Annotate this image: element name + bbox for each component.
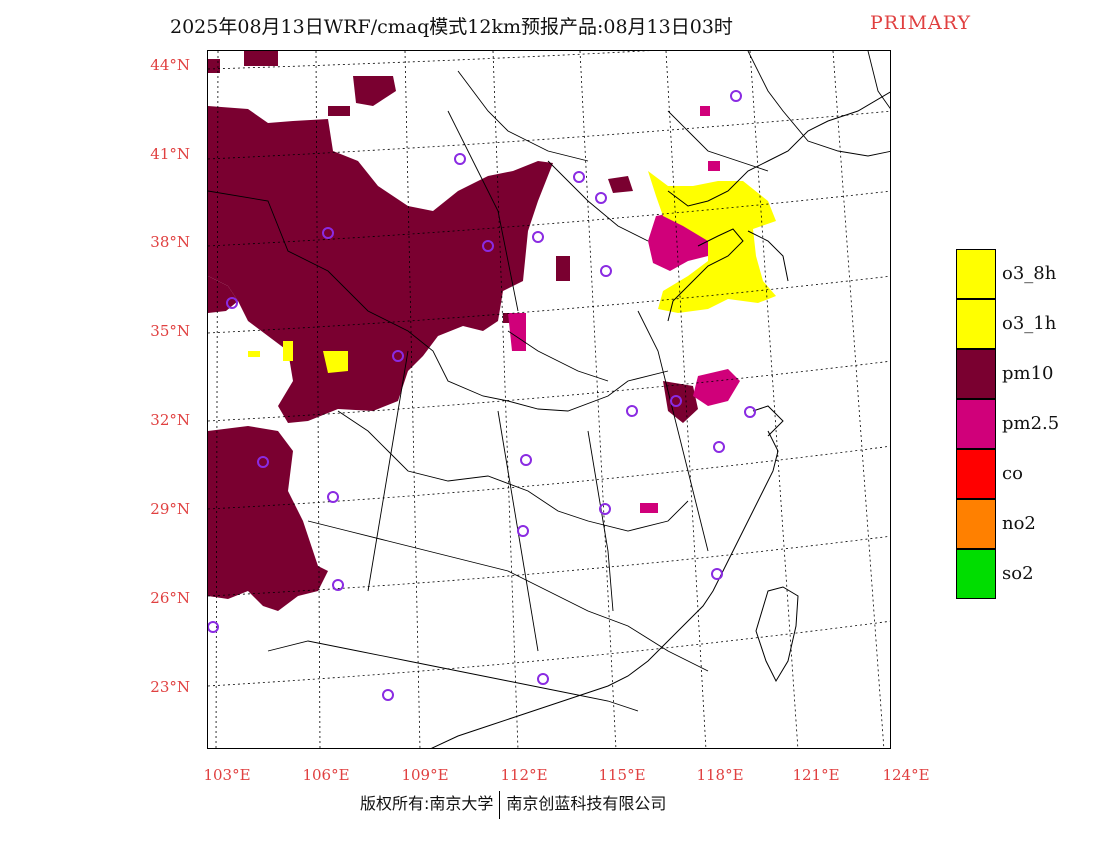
legend-label: pm10 [1002,363,1054,384]
o3-west-patch-2 [283,341,293,361]
province-boundaries [208,70,769,712]
station-marker [332,579,344,591]
legend-item-co: co [956,449,1100,499]
pm10-top-patch-2 [244,51,278,66]
o3-bohai-region [648,171,776,313]
northeast-border [747,51,890,157]
station-marker [730,90,742,102]
legend-swatch [956,449,996,499]
coastline [431,91,890,748]
legend-label: pm2.5 [1002,413,1060,434]
pm25-jiangsu [693,369,740,406]
pm25-north-patch [700,106,710,116]
pm10-east-patch-2 [608,176,633,193]
title-tag-primary: PRIMARY [870,12,972,34]
pm10-sichuan-basin [208,426,328,611]
pm10-top-patch-4 [328,106,350,116]
legend-item-no2: no2 [956,499,1100,549]
lon-label-112: 112°E [500,766,548,784]
lat-label-29: 29°N [150,500,190,518]
lon-label-115: 115°E [598,766,646,784]
pm10-small-1 [556,256,570,281]
legend-item-pm10: pm10 [956,349,1100,399]
pm10-top-patch-1 [208,59,220,73]
title-main: 2025年08月13日WRF/cmaq模式12km预报产品:08月13日03时 [170,16,733,38]
lon-label-109: 109°E [401,766,449,784]
station-marker [382,689,394,701]
lat-label-41: 41°N [150,145,190,163]
station-marker [532,231,544,243]
station-marker [599,503,611,515]
legend-item-so2: so2 [956,549,1100,599]
lon-label-124: 124°E [882,766,930,784]
pollutant-legend: o3_8h o3_1h pm10 pm2.5 co no2 so2 [956,249,1100,599]
legend-label: co [1002,463,1023,484]
station-marker [573,171,585,183]
station-marker [517,525,529,537]
pm25-north-patch-2 [708,161,720,171]
legend-swatch [956,349,996,399]
pm10-areas [208,51,698,611]
station-marker [537,673,549,685]
station-marker [226,297,238,309]
o3-west-patch-1 [323,351,348,373]
legend-swatch [956,299,996,349]
legend-swatch [956,549,996,599]
station-marker [711,568,723,580]
legend-swatch [956,399,996,449]
legend-label: no2 [1002,513,1036,534]
station-marker [670,395,682,407]
pm10-top-patch-3 [353,76,396,106]
station-marker [257,456,269,468]
station-marker [713,441,725,453]
pm10-north-region [208,106,553,423]
lat-label-35: 35°N [150,322,190,340]
pm25-south-patch [640,503,658,513]
o3-areas [248,171,776,373]
pm25-shandong-1 [508,313,526,351]
station-marker [520,454,532,466]
station-marker [595,192,607,204]
legend-label: o3_8h [1002,263,1057,284]
station-marker [626,405,638,417]
station-marker [454,153,466,165]
pm25-areas [508,106,740,513]
lat-label-26: 26°N [150,589,190,607]
pm10-west-blob [208,276,238,313]
map-canvas [208,51,890,748]
copyright-right: 南京创蓝科技有限公司 [506,794,667,813]
station-marker [208,621,219,633]
legend-item-pm25: pm2.5 [956,399,1100,449]
legend-swatch [956,499,996,549]
station-marker [327,491,339,503]
lon-label-121: 121°E [792,766,840,784]
lon-label-106: 106°E [302,766,350,784]
copyright-left: 版权所有:南京大学 [360,794,494,813]
o3-west-patch-3 [248,351,260,357]
station-marker [392,350,404,362]
lon-label-103: 103°E [203,766,251,784]
legend-label: so2 [1002,563,1034,584]
lat-label-23: 23°N [150,678,190,696]
copyright-footer: 版权所有:南京大学 南京创蓝科技有限公司 [360,790,666,819]
station-marker [744,406,756,418]
station-markers [208,90,756,701]
map-panel [207,50,891,749]
lat-label-32: 32°N [150,411,190,429]
station-marker [322,227,334,239]
station-marker [600,265,612,277]
legend-swatch [956,249,996,299]
lon-label-118: 118°E [696,766,744,784]
station-marker [482,240,494,252]
legend-item-o3-8h: o3_8h [956,249,1100,299]
legend-label: o3_1h [1002,313,1057,334]
lat-label-38: 38°N [150,233,190,251]
legend-item-o3-1h: o3_1h [956,299,1100,349]
lat-label-44: 44°N [150,56,190,74]
footer-separator [499,790,501,819]
